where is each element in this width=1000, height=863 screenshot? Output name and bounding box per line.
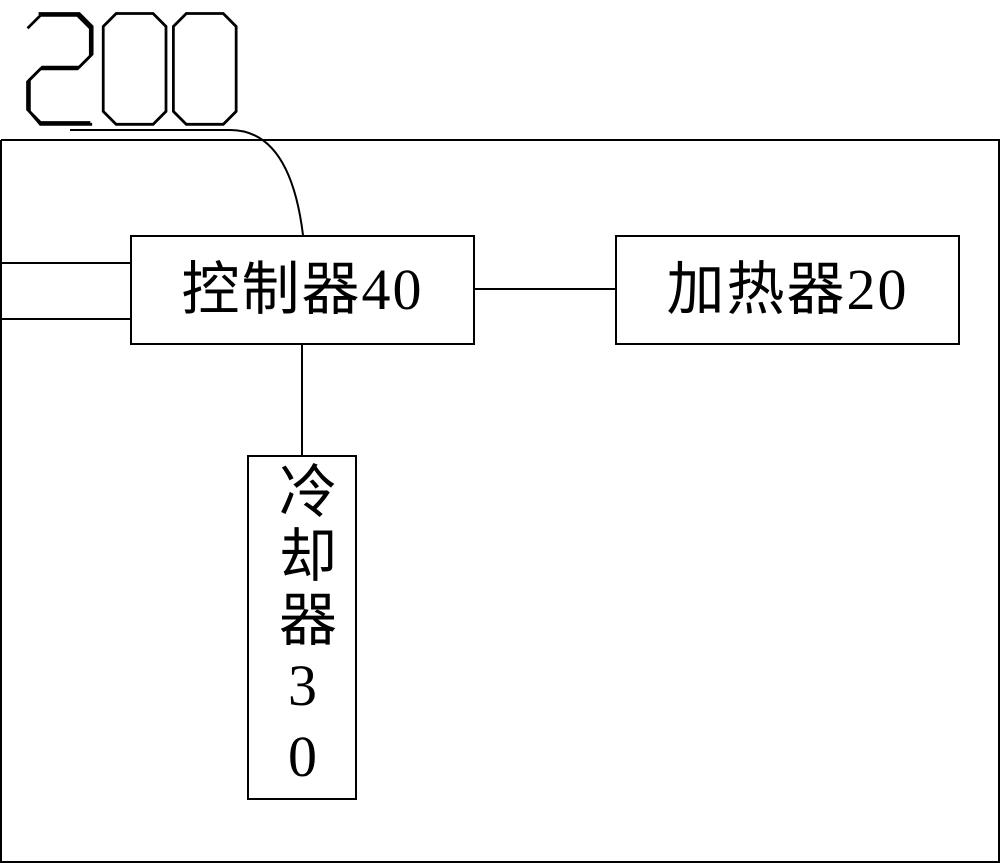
heater-box: 加热器20 [615, 235, 960, 345]
cooler-label: 冷却器30 [273, 461, 331, 795]
connector-input-bottom [0, 318, 130, 320]
controller-label: 控制器40 [181, 261, 423, 319]
connector-controller-cooler [301, 345, 303, 455]
leader-line [0, 0, 1000, 863]
diagram-canvas: 控制器40 加热器20 冷却器30 [0, 0, 1000, 863]
connector-controller-heater [475, 288, 615, 290]
cooler-box: 冷却器30 [247, 455, 357, 800]
heater-label: 加热器20 [666, 261, 908, 319]
controller-box: 控制器40 [130, 235, 475, 345]
connector-input-top [0, 262, 130, 264]
